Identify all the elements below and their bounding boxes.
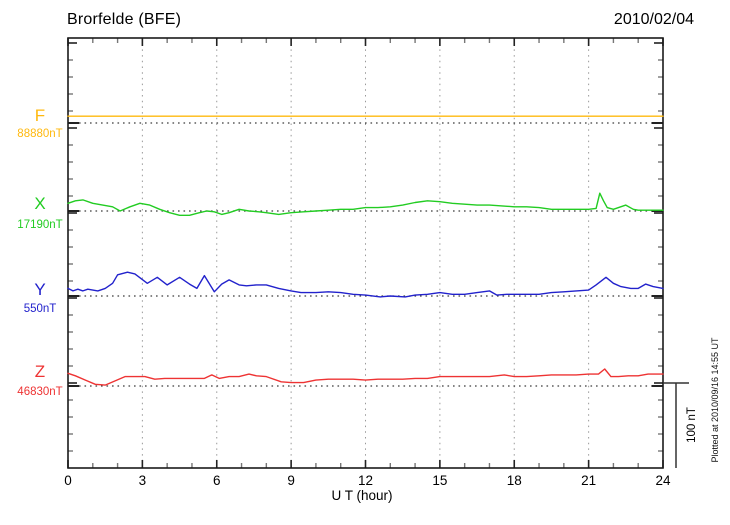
channel-letter-x: X (34, 194, 46, 213)
hour-tick-label-24: 24 (655, 473, 671, 488)
channel-baseline-y: 550nT (23, 303, 57, 315)
station-title: Brorfelde (BFE) (67, 11, 182, 28)
channel-baseline-z: 46830nT (17, 386, 63, 398)
x-axis-label: U T (hour) (331, 488, 393, 503)
plot-date: 2010/02/04 (613, 11, 694, 28)
hour-tick-label-0: 0 (64, 473, 72, 488)
hour-tick-label-15: 15 (432, 473, 448, 488)
channel-baseline-x: 17190nT (17, 219, 63, 231)
channel-letter-y: Y (34, 280, 46, 299)
plotted-at-note: Plotted at 2010/09/16 14:55 UT (710, 337, 720, 463)
channel-letter-f: F (34, 106, 46, 125)
hour-tick-label-9: 9 (287, 473, 295, 488)
hour-tick-label-18: 18 (506, 473, 522, 488)
hour-tick-label-21: 21 (581, 473, 597, 488)
channel-letter-z: Z (34, 362, 46, 381)
hour-tick-label-12: 12 (357, 473, 374, 488)
scale-bar-label: 100 nT (686, 407, 698, 443)
channel-baseline-f: 88880nT (17, 128, 63, 140)
hour-tick-label-3: 3 (138, 473, 147, 488)
hour-tick-label-6: 6 (212, 473, 221, 488)
